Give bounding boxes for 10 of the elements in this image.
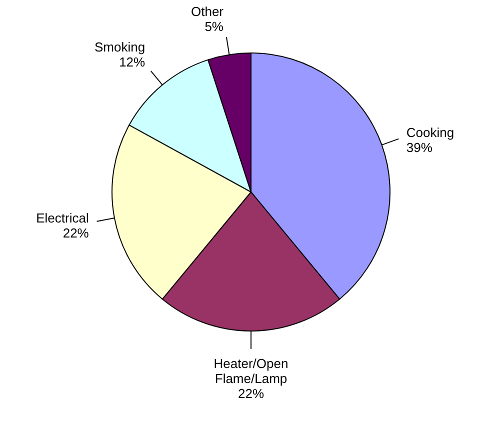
slice-label: Heater/Open Flame/Lamp	[214, 356, 288, 386]
slice-label: Other	[190, 4, 224, 20]
data-label: 22%	[238, 386, 264, 401]
slice-label: Cooking	[406, 124, 454, 140]
data-label: 39%	[406, 140, 433, 155]
slice-label: Smoking	[94, 39, 146, 54]
data-label: 12%	[119, 54, 146, 70]
data-label: 22%	[62, 226, 90, 241]
slice-label: Electrical	[36, 210, 89, 226]
data-label: 5%	[204, 19, 224, 34]
